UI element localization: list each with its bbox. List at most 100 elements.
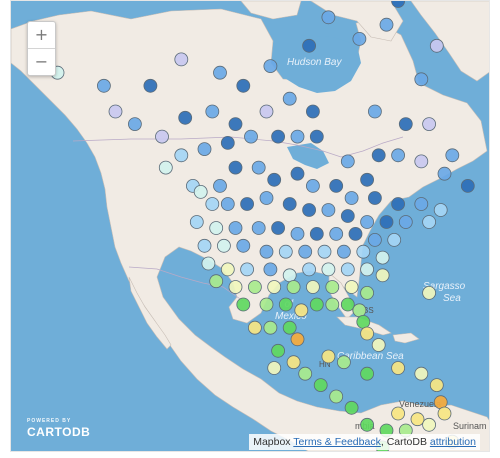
station-marker[interactable] (178, 110, 193, 125)
station-marker[interactable] (414, 366, 429, 381)
station-marker[interactable] (422, 117, 437, 131)
cartodb-logo[interactable]: POWERED BY CARTODB (27, 418, 90, 439)
station-marker[interactable] (189, 215, 204, 229)
station-marker[interactable] (228, 280, 243, 294)
station-marker[interactable] (344, 280, 359, 294)
station-marker[interactable] (460, 178, 475, 193)
station-marker[interactable] (247, 280, 262, 294)
station-marker[interactable] (344, 191, 359, 205)
station-marker[interactable] (344, 400, 359, 415)
station-marker[interactable] (360, 262, 375, 277)
station-marker[interactable] (290, 226, 305, 241)
station-marker[interactable] (309, 297, 324, 312)
station-marker[interactable] (414, 197, 429, 211)
station-marker[interactable] (317, 244, 332, 259)
station-marker[interactable] (391, 197, 406, 211)
station-marker[interactable] (244, 129, 258, 144)
station-marker[interactable] (371, 148, 386, 163)
station-marker[interactable] (410, 412, 425, 427)
station-marker[interactable] (371, 338, 386, 352)
station-marker[interactable] (360, 215, 375, 229)
station-marker[interactable] (294, 303, 309, 318)
station-marker[interactable] (437, 406, 452, 421)
station-marker[interactable] (367, 232, 382, 247)
station-marker[interactable] (336, 355, 351, 370)
station-marker[interactable] (391, 361, 406, 375)
station-marker[interactable] (340, 297, 355, 312)
station-marker[interactable] (329, 389, 344, 404)
station-marker[interactable] (302, 262, 317, 277)
station-marker[interactable] (379, 215, 394, 229)
station-marker[interactable] (298, 366, 313, 381)
station-marker[interactable] (391, 148, 406, 163)
station-marker[interactable] (128, 117, 142, 131)
station-marker[interactable] (201, 256, 216, 271)
station-marker[interactable] (305, 280, 320, 294)
station-marker[interactable] (205, 104, 220, 119)
station-marker[interactable] (205, 197, 220, 211)
station-marker[interactable] (329, 226, 344, 241)
station-marker[interactable] (433, 203, 448, 217)
station-marker[interactable] (271, 343, 286, 358)
station-marker[interactable] (267, 280, 282, 294)
station-marker[interactable] (108, 104, 123, 119)
station-marker[interactable] (240, 262, 255, 277)
station-marker[interactable] (352, 32, 367, 46)
station-marker[interactable] (321, 203, 336, 217)
station-marker[interactable] (445, 148, 460, 163)
station-marker[interactable] (360, 417, 375, 432)
station-marker[interactable] (367, 191, 382, 205)
station-marker[interactable] (247, 320, 262, 335)
station-marker[interactable] (329, 178, 344, 193)
station-marker[interactable] (240, 197, 255, 211)
station-marker[interactable] (305, 178, 320, 193)
station-marker[interactable] (391, 1, 405, 8)
station-marker[interactable] (391, 406, 406, 421)
station-marker[interactable] (290, 166, 305, 181)
station-marker[interactable] (282, 197, 297, 211)
station-marker[interactable] (143, 78, 158, 93)
station-marker[interactable] (422, 417, 437, 432)
station-marker[interactable] (290, 129, 305, 144)
station-marker[interactable] (298, 244, 313, 259)
station-marker[interactable] (360, 172, 375, 187)
station-marker[interactable] (267, 361, 282, 375)
station-marker[interactable] (340, 154, 355, 169)
station-marker[interactable] (193, 184, 208, 199)
station-marker[interactable] (356, 244, 371, 259)
station-marker[interactable] (336, 244, 351, 259)
station-marker[interactable] (313, 378, 328, 393)
station-marker[interactable] (271, 129, 286, 144)
station-marker[interactable] (236, 78, 251, 93)
station-marker[interactable] (398, 215, 413, 229)
station-marker[interactable] (360, 285, 375, 300)
station-marker[interactable] (302, 203, 317, 217)
station-marker[interactable] (309, 226, 324, 241)
station-marker[interactable] (321, 10, 336, 25)
station-marker[interactable] (286, 280, 301, 294)
station-marker[interactable] (236, 297, 251, 312)
station-marker[interactable] (263, 59, 278, 73)
station-marker[interactable] (286, 355, 301, 370)
station-marker[interactable] (309, 129, 324, 144)
station-marker[interactable] (97, 78, 111, 93)
station-marker[interactable] (209, 221, 224, 235)
station-marker[interactable] (437, 166, 452, 181)
station-marker[interactable] (271, 221, 286, 235)
station-marker[interactable] (414, 154, 429, 169)
station-marker[interactable] (220, 135, 235, 150)
zoom-out-button[interactable]: − (28, 48, 55, 75)
station-marker[interactable] (259, 244, 274, 259)
station-marker[interactable] (360, 326, 375, 341)
station-marker[interactable] (236, 238, 251, 253)
station-marker[interactable] (367, 104, 382, 119)
station-marker[interactable] (267, 172, 282, 187)
station-marker[interactable] (387, 232, 402, 247)
station-marker[interactable] (360, 366, 375, 381)
station-marker[interactable] (356, 314, 371, 329)
station-marker[interactable] (352, 303, 367, 318)
station-marker[interactable] (228, 221, 243, 235)
station-marker[interactable] (263, 320, 278, 335)
station-marker[interactable] (216, 238, 231, 253)
station-marker[interactable] (305, 104, 320, 119)
